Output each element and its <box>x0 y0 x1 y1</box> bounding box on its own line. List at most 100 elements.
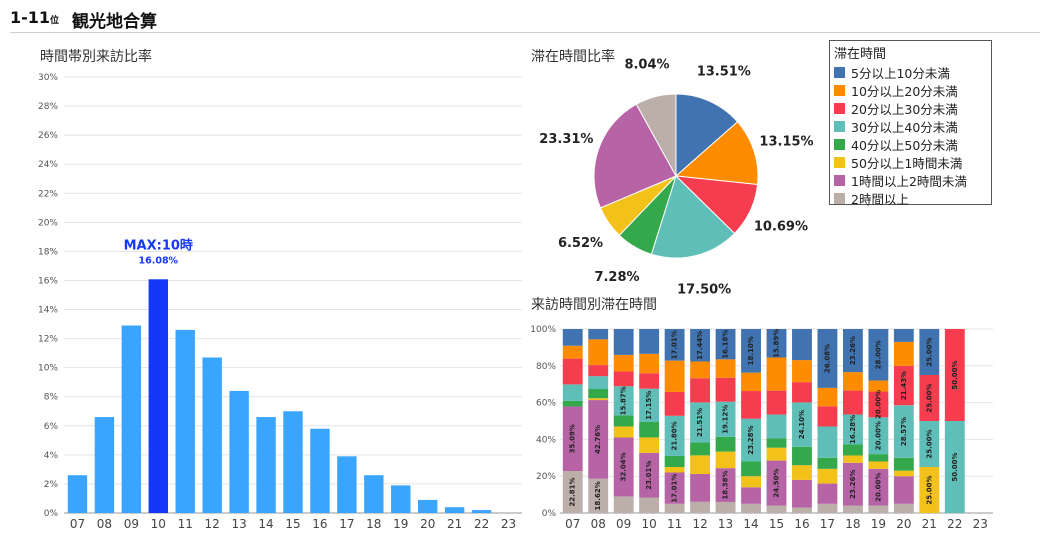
y-tick-label: 0% <box>44 509 59 519</box>
stack-segment <box>893 365 914 406</box>
stack-segment <box>715 377 736 402</box>
y-tick-label: 24% <box>38 160 58 170</box>
bar <box>391 485 411 513</box>
stack-segment <box>741 461 761 477</box>
x-tick-label: 14 <box>258 517 273 531</box>
segment-value-label: 18.62% <box>594 481 602 510</box>
bar <box>202 357 222 513</box>
stack-segment <box>893 476 914 504</box>
x-tick-label: 15 <box>285 517 300 531</box>
legend-label: 40分以上50分未満 <box>851 137 958 153</box>
pie-value-label: 13.51% <box>697 64 751 79</box>
segment-value-label: 17.15% <box>645 391 653 420</box>
stack-segment <box>562 384 583 401</box>
y-tick-label: 22% <box>38 189 58 199</box>
x-tick-label: 20 <box>896 517 911 531</box>
x-tick-label: 15 <box>769 517 784 531</box>
segment-value-label: 21.51% <box>696 408 704 437</box>
stack-segment <box>842 505 863 513</box>
x-tick-label: 08 <box>97 517 112 531</box>
bar <box>418 499 438 513</box>
rank-suffix: 位 <box>50 16 60 26</box>
y-tick-label: 30% <box>38 73 58 83</box>
x-tick-label: 19 <box>871 517 886 531</box>
y-tick-label: 14% <box>38 306 58 316</box>
stack-segment <box>817 387 838 407</box>
stack-segment <box>664 472 685 504</box>
stack-segment <box>792 479 812 508</box>
stack-segment <box>766 438 787 448</box>
legend-swatch <box>834 120 845 132</box>
stack-segment <box>893 503 914 513</box>
stay-pie-chart-title: 滞在時間比率 <box>531 49 615 65</box>
stack-segment <box>766 357 787 391</box>
stack-segment <box>690 329 711 362</box>
stack-segment <box>792 402 812 447</box>
legend-item: 2時間以上 <box>834 189 987 207</box>
stack-segment <box>842 455 863 463</box>
x-tick-label: 11 <box>667 517 682 531</box>
y-tick-label: 26% <box>38 131 58 141</box>
legend-swatch <box>834 102 845 114</box>
stack-segment <box>792 446 812 466</box>
stack-segment <box>868 468 889 506</box>
segment-value-label: 20.00% <box>874 421 882 450</box>
stack-segment <box>766 460 787 506</box>
stack-segment <box>588 365 609 377</box>
x-tick-label: 07 <box>70 517 85 531</box>
x-tick-label: 10 <box>151 517 166 531</box>
segment-value-label: 19.12% <box>722 405 730 434</box>
stack-segment <box>842 414 863 445</box>
stack-segment <box>690 473 711 502</box>
stack-segment <box>919 421 940 467</box>
bar <box>337 456 357 513</box>
y-tick-label: 80% <box>536 362 556 372</box>
bar <box>471 510 492 513</box>
stack-segment <box>741 503 761 513</box>
stack-segment <box>842 372 863 391</box>
stack-segment <box>792 382 812 403</box>
stack-segment <box>715 359 736 378</box>
segment-value-label: 25.00% <box>925 429 933 458</box>
stack-segment <box>715 451 736 469</box>
bar <box>283 411 303 513</box>
y-tick-label: 10% <box>38 364 58 374</box>
y-tick-label: 20% <box>536 472 556 482</box>
legend-item: 50分以上1時間未満 <box>834 153 987 171</box>
stack-segment <box>664 329 685 361</box>
stack-segment <box>741 329 761 373</box>
y-tick-label: 4% <box>44 451 59 461</box>
stack-segment <box>868 505 889 513</box>
legend-label: 50分以上1時間未満 <box>851 155 963 171</box>
stack-segment <box>613 426 634 438</box>
stack-segment <box>664 391 685 416</box>
stack-segment <box>562 345 583 359</box>
legend-swatch <box>834 84 845 96</box>
stack-segment <box>868 329 889 381</box>
bar <box>121 325 142 513</box>
segment-value-label: 23.26% <box>849 470 857 499</box>
legend-label: 10分以上20分未満 <box>851 83 958 99</box>
x-tick-label: 18 <box>845 517 860 531</box>
stack-segment <box>868 380 889 392</box>
stack-segment <box>766 329 787 358</box>
segment-value-label: 16.28% <box>849 415 857 444</box>
segment-value-label: 25.00% <box>925 383 933 412</box>
x-tick-label: 23 <box>973 517 988 531</box>
segment-value-label: 20.00% <box>874 473 882 502</box>
stack-segment <box>690 402 711 443</box>
bar <box>256 417 276 513</box>
stack-segment <box>944 421 965 513</box>
x-tick-label: 16 <box>794 517 809 531</box>
stack-segment <box>562 400 583 407</box>
pie-slice <box>650 175 736 259</box>
legend-item: 40分以上50分未満 <box>834 135 987 153</box>
y-tick-label: 8% <box>44 393 59 403</box>
bar <box>67 475 88 513</box>
stack-segment <box>792 507 812 513</box>
stack-segment <box>588 398 609 401</box>
stack-segment <box>766 505 787 513</box>
y-tick-label: 16% <box>38 276 58 286</box>
x-tick-label: 20 <box>420 517 435 531</box>
segment-value-label: 15.89% <box>773 329 781 358</box>
